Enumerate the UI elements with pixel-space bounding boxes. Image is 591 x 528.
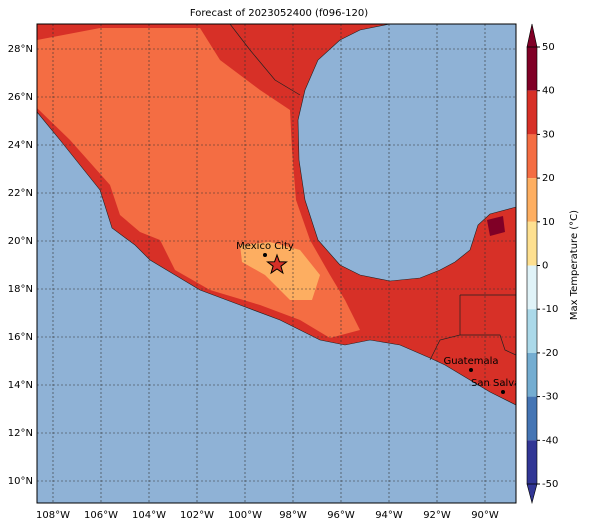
city-dot xyxy=(263,253,267,257)
lon-label: 104°W xyxy=(132,510,166,521)
lon-label: 90°W xyxy=(471,510,499,521)
city-label: Mexico City xyxy=(236,241,294,252)
colorbar-segment xyxy=(527,134,537,179)
lat-label: 10°N xyxy=(8,476,33,487)
lat-label: 14°N xyxy=(8,380,33,391)
title: Forecast of 2023052400 (f096-120) xyxy=(190,8,368,19)
colorbar-tick-label: -10 xyxy=(542,304,558,315)
lat-label: 16°N xyxy=(8,332,33,343)
colorbar-segment xyxy=(527,265,537,310)
map-frame xyxy=(36,23,517,504)
colorbar-tick-label: -50 xyxy=(542,479,558,490)
colorbar-segment xyxy=(527,309,537,353)
colorbar-tick-label: -40 xyxy=(542,435,558,446)
hot-spot xyxy=(487,216,505,236)
lat-label: 28°N xyxy=(8,44,33,55)
colorbar-segment xyxy=(527,178,537,222)
city-dot xyxy=(501,390,505,394)
city-label: San Salvador xyxy=(471,378,538,389)
colorbar-tick-label: 20 xyxy=(542,173,555,184)
lat-label: 24°N xyxy=(8,140,33,151)
colorbar-extend-bottom xyxy=(526,483,538,505)
colorbar-tick-label: 10 xyxy=(542,217,555,228)
cities: Mexico City Guatemala San Salvador xyxy=(236,241,538,394)
lon-label: 100°W xyxy=(228,510,262,521)
colorbar-label: Max Temperature (°C) xyxy=(569,210,580,320)
colorbar-segment xyxy=(527,352,537,397)
lon-label: 92°W xyxy=(423,510,451,521)
star-marker xyxy=(266,253,288,275)
colorbar-tick-label: 50 xyxy=(542,42,555,53)
borders xyxy=(229,24,516,361)
colorbar-tick-label: 0 xyxy=(542,261,548,272)
colorbar: 50 40 30 20 10 0 -10 -20 -30 -40 -50 xyxy=(526,23,558,505)
lon-label: 94°W xyxy=(375,510,403,521)
colorbar-segment xyxy=(527,440,537,484)
lon-label: 96°W xyxy=(327,510,355,521)
city-label: Guatemala xyxy=(443,356,498,367)
colorbar-segment xyxy=(527,221,537,266)
colorbar-segment xyxy=(527,396,537,441)
lat-label: 26°N xyxy=(8,92,33,103)
lat-label: 12°N xyxy=(8,428,33,439)
axes-labels: 108°W 106°W 104°W 102°W 100°W 98°W 96°W 94°W 92°… xyxy=(8,44,499,521)
colorbar-segment xyxy=(527,47,537,91)
lon-label: 102°W xyxy=(180,510,214,521)
colorbar-segment xyxy=(527,90,537,135)
colorbar-tick-label: -30 xyxy=(542,392,558,403)
colorbar-tick-label: 40 xyxy=(542,86,555,97)
colorbar-tick-label: 30 xyxy=(542,129,555,140)
lat-label: 20°N xyxy=(8,236,33,247)
lon-label: 108°W xyxy=(36,510,70,521)
map-area: Mexico City Guatemala San Salvador xyxy=(37,24,538,503)
lon-label: 106°W xyxy=(84,510,118,521)
lat-label: 22°N xyxy=(8,188,33,199)
lat-label: 18°N xyxy=(8,284,33,295)
lon-label: 98°W xyxy=(279,510,307,521)
city-dot xyxy=(469,368,473,372)
colorbar-extend-top xyxy=(526,23,538,48)
colorbar-tick-label: -20 xyxy=(542,348,558,359)
